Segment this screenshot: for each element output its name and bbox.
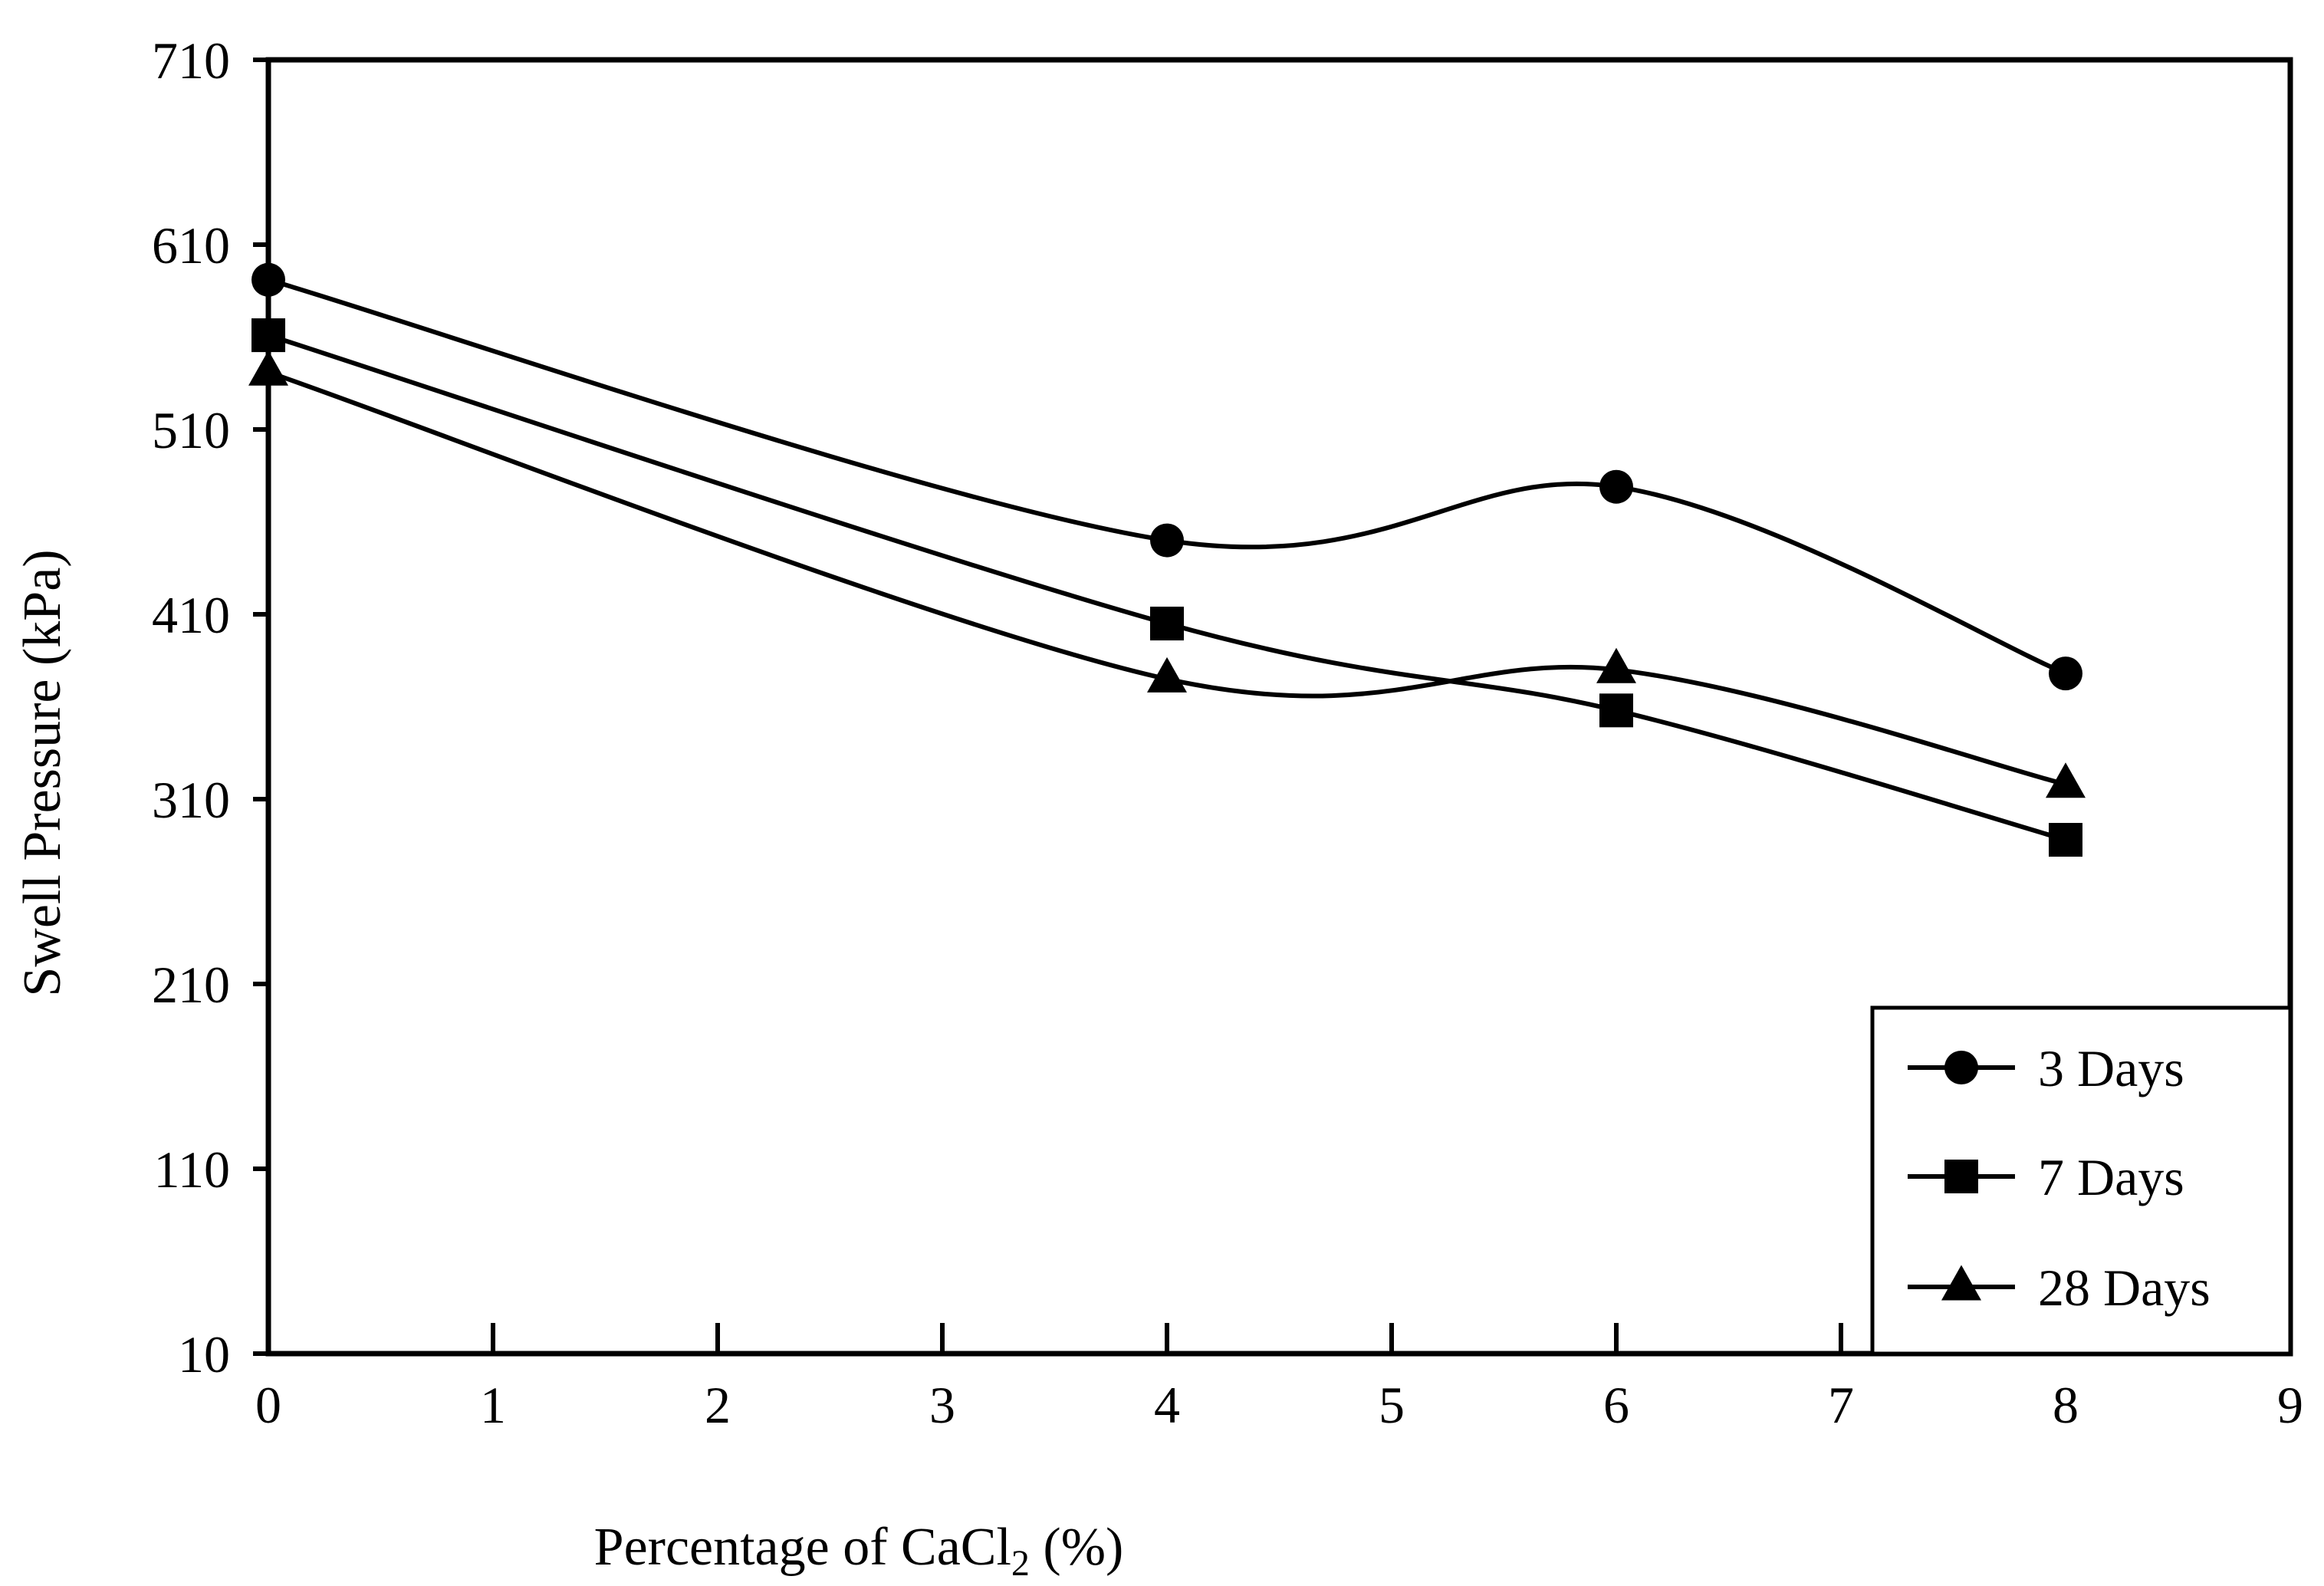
x-tick-label: 1 xyxy=(480,1376,506,1434)
x-tick-label: 6 xyxy=(1603,1376,1629,1434)
x-tick-label: 4 xyxy=(1154,1376,1180,1434)
data-point-circle xyxy=(251,262,285,297)
series-line xyxy=(268,370,2066,787)
data-point-triangle xyxy=(1596,647,1636,683)
data-point-square xyxy=(2049,823,2082,857)
series-7-days xyxy=(251,318,2082,857)
x-axis-title-subscript: 2 xyxy=(1011,1543,1030,1584)
x-tick-label: 5 xyxy=(1379,1376,1405,1434)
data-point-triangle xyxy=(248,350,288,386)
y-tick-label: 10 xyxy=(178,1325,230,1384)
data-point-circle xyxy=(2049,656,2082,691)
x-axis-title: Percentage of CaCl2 (%) xyxy=(594,1518,1124,1584)
legend-marker-triangle xyxy=(1941,1265,1981,1301)
x-tick-label: 9 xyxy=(2277,1376,2303,1434)
plot-frame xyxy=(265,57,2293,1357)
axes: 0 1 2 3 4 5 6 7 8 9 10 110 210 310 410 510 610 710 xyxy=(152,31,2303,1434)
legend-label: 3 Days xyxy=(2038,1039,2184,1097)
y-tick-label: 210 xyxy=(152,956,230,1014)
x-tick-label: 7 xyxy=(1828,1376,1854,1434)
legend-label: 28 Days xyxy=(2038,1259,2211,1317)
x-tick-label: 8 xyxy=(2053,1376,2079,1434)
data-point-square xyxy=(1599,693,1633,728)
series-layer xyxy=(248,262,2086,857)
y-tick-label: 610 xyxy=(152,216,230,275)
series-line xyxy=(268,277,2067,676)
x-axis-title-main: Percentage of CaCl xyxy=(594,1518,1011,1577)
legend-marker-square xyxy=(1944,1160,1978,1193)
x-tick-label: 3 xyxy=(929,1376,955,1434)
series-3-days xyxy=(251,262,2082,691)
x-axis-title-suffix: (%) xyxy=(1030,1518,1123,1577)
data-point-circle xyxy=(1599,469,1633,504)
y-tick-label: 310 xyxy=(152,771,230,829)
data-point-square xyxy=(251,318,285,353)
legend: 3 Days 7 Days 28 Days xyxy=(1870,1005,2293,1356)
x-tick-label: 0 xyxy=(255,1376,281,1434)
legend-marker-circle xyxy=(1944,1051,1978,1084)
y-tick-label: 710 xyxy=(152,31,230,90)
data-point-circle xyxy=(1150,523,1184,558)
y-tick-label: 410 xyxy=(152,586,230,644)
x-tick-label: 2 xyxy=(705,1376,731,1434)
y-axis-title: Swell Pressure (kPa) xyxy=(13,549,72,996)
data-point-triangle xyxy=(1147,656,1187,693)
series-28-days xyxy=(248,350,2086,798)
data-point-square xyxy=(1150,607,1184,641)
series-line xyxy=(268,333,2066,842)
y-tick-label: 110 xyxy=(154,1140,230,1199)
y-tick-label: 510 xyxy=(152,401,230,459)
data-point-triangle xyxy=(2046,762,2086,798)
legend-label: 7 Days xyxy=(2038,1148,2184,1206)
